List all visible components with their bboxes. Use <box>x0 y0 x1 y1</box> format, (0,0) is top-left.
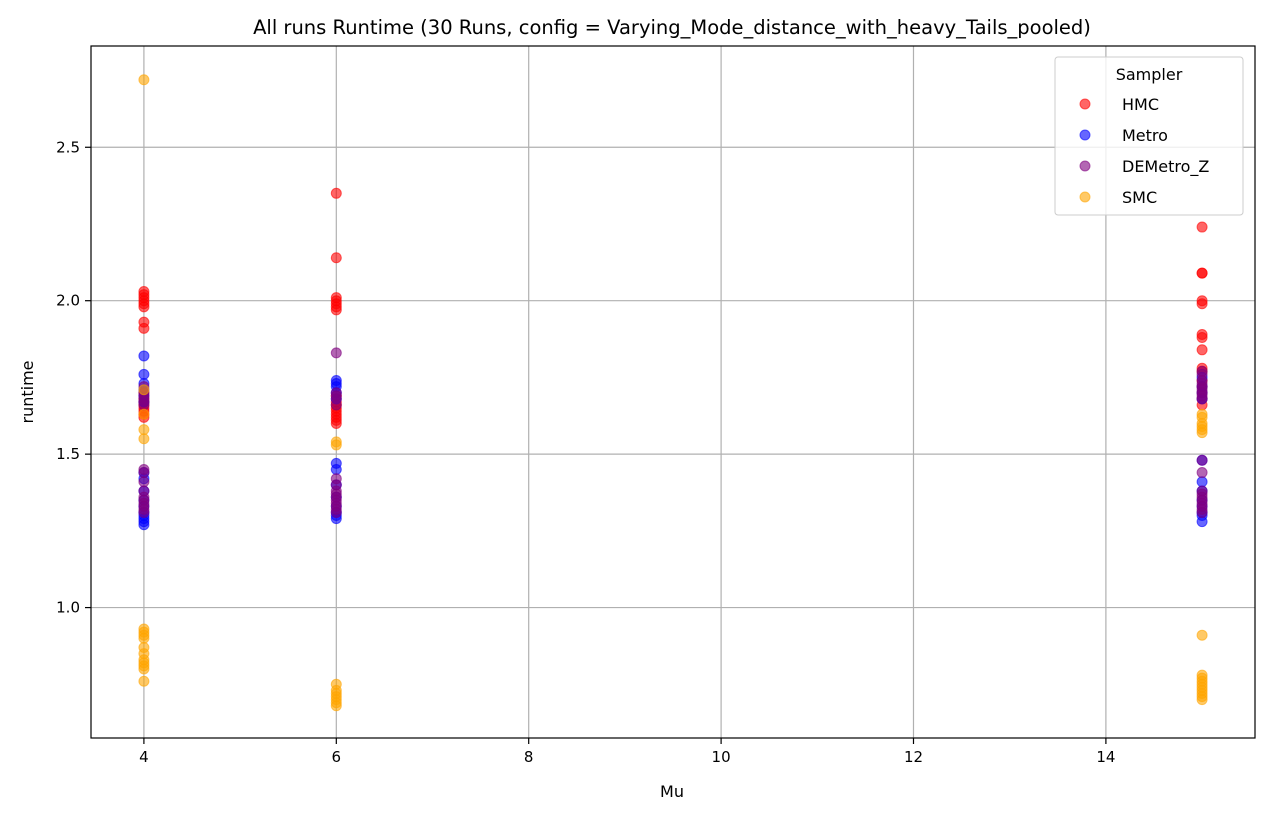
data-point-smc <box>138 384 150 396</box>
data-point-metro <box>138 368 150 380</box>
data-point-hmc <box>1196 267 1208 279</box>
legend-item-metro: Metro <box>1079 126 1168 145</box>
data-point-demetro-z <box>138 399 150 411</box>
data-point-demetro-z <box>1196 393 1208 405</box>
data-point-hmc <box>1196 221 1208 233</box>
legend: Sampler HMC Metro DEMetro_Z SMC <box>1054 56 1244 216</box>
legend-label: HMC <box>1122 95 1159 114</box>
legend-marker <box>1079 129 1091 141</box>
data-point-hmc <box>330 417 342 429</box>
data-point-hmc <box>138 301 150 313</box>
y-tick-label: 1.0 <box>56 599 80 617</box>
y-axis-ticks: 1.0 1.5 2.0 2.5 <box>56 138 91 617</box>
data-point-smc <box>330 700 342 712</box>
data-point-demetro-z <box>330 399 342 411</box>
legend-label: DEMetro_Z <box>1122 157 1209 177</box>
data-point-metro <box>1196 476 1208 488</box>
legend-item-smc: SMC <box>1079 188 1157 207</box>
data-point-demetro-z <box>1196 454 1208 466</box>
data-point-hmc <box>330 187 342 199</box>
data-point-smc <box>138 74 150 86</box>
legend-box <box>1054 56 1244 216</box>
data-point-demetro-z <box>1196 506 1208 518</box>
data-point-smc <box>138 433 150 445</box>
legend-label: SMC <box>1122 188 1157 207</box>
x-tick-label: 12 <box>904 748 923 766</box>
data-point-smc <box>138 424 150 436</box>
legend-item-demetro-z: DEMetro_Z <box>1079 157 1209 177</box>
legend-item-hmc: HMC <box>1079 95 1159 114</box>
legend-title: Sampler <box>1116 65 1183 84</box>
data-point-metro <box>138 519 150 531</box>
x-tick-label: 14 <box>1096 748 1115 766</box>
legend-marker <box>1079 191 1091 203</box>
data-point-demetro-z <box>330 506 342 518</box>
x-axis-ticks: 4 6 8 10 12 14 <box>139 738 1115 766</box>
x-tick-label: 6 <box>332 748 342 766</box>
data-point-hmc <box>330 252 342 264</box>
data-point-metro <box>138 350 150 362</box>
data-point-smc <box>138 675 150 687</box>
data-point-demetro-z <box>1196 467 1208 479</box>
data-point-smc <box>1196 694 1208 706</box>
data-point-smc <box>138 632 150 644</box>
data-point-hmc <box>1196 332 1208 344</box>
data-point-demetro-z <box>138 506 150 518</box>
x-tick-label: 4 <box>139 748 149 766</box>
data-points <box>138 74 1208 712</box>
legend-items: HMC Metro DEMetro_Z SMC <box>1079 95 1209 207</box>
series-smc <box>138 74 1208 712</box>
data-point-smc <box>138 408 150 420</box>
x-tick-label: 10 <box>712 748 731 766</box>
data-point-demetro-z <box>138 467 150 479</box>
y-axis-label: runtime <box>18 360 37 423</box>
data-point-hmc <box>330 304 342 316</box>
legend-label: Metro <box>1122 126 1168 145</box>
data-point-hmc <box>1196 344 1208 356</box>
y-tick-label: 1.5 <box>56 445 80 463</box>
chart-title: All runs Runtime (30 Runs, config = Vary… <box>253 16 1091 39</box>
legend-marker <box>1079 98 1091 110</box>
data-point-smc <box>330 439 342 451</box>
plot-frame <box>90 45 1256 739</box>
data-point-metro <box>1196 516 1208 528</box>
data-point-smc <box>1196 427 1208 439</box>
y-tick-label: 2.0 <box>56 292 80 310</box>
x-tick-label: 8 <box>524 748 534 766</box>
data-point-demetro-z <box>330 347 342 359</box>
data-point-smc <box>138 663 150 675</box>
data-point-smc <box>1196 629 1208 641</box>
x-axis-label: Mu <box>660 782 684 801</box>
y-tick-label: 2.5 <box>56 138 80 156</box>
data-point-metro <box>330 463 342 475</box>
data-point-hmc <box>1196 298 1208 310</box>
legend-marker <box>1079 160 1091 172</box>
data-point-demetro-z <box>138 476 150 488</box>
data-point-hmc <box>138 322 150 334</box>
